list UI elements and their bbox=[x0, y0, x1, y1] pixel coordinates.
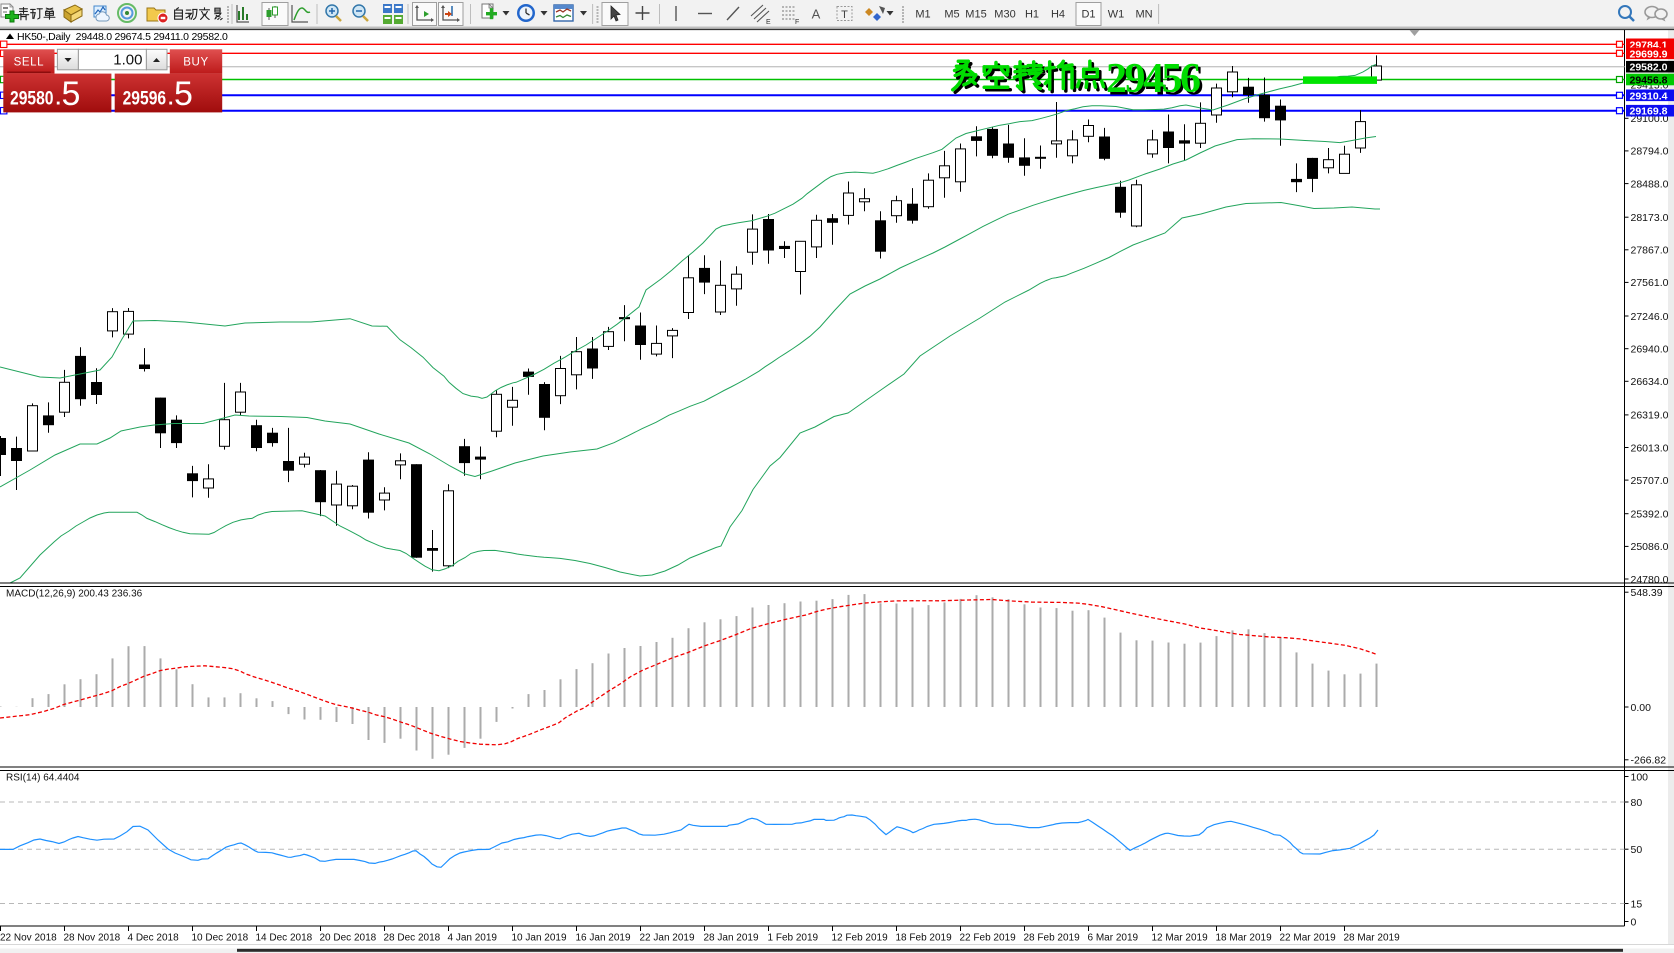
svg-text:W1: W1 bbox=[1108, 9, 1125, 21]
svg-text:0.00: 0.00 bbox=[1631, 702, 1652, 714]
svg-text:29580: 29580 bbox=[10, 88, 54, 110]
svg-text:29596: 29596 bbox=[123, 88, 167, 110]
svg-text:M5: M5 bbox=[944, 9, 959, 21]
svg-text:M1: M1 bbox=[915, 9, 930, 21]
svg-text:28 Jan 2019: 28 Jan 2019 bbox=[704, 933, 759, 944]
svg-text:26940.0: 26940.0 bbox=[1631, 344, 1669, 356]
svg-text:HK50-,Daily 29448.0 29674.5 2: HK50-,Daily 29448.0 29674.5 29411.0 2958… bbox=[17, 31, 228, 43]
svg-text:28794.0: 28794.0 bbox=[1631, 146, 1669, 158]
svg-text:29582.0: 29582.0 bbox=[1630, 62, 1668, 74]
svg-text:29169.8: 29169.8 bbox=[1630, 106, 1668, 118]
svg-text:18 Feb 2019: 18 Feb 2019 bbox=[896, 933, 953, 944]
svg-text:M30: M30 bbox=[994, 9, 1015, 21]
svg-text:6 Mar 2019: 6 Mar 2019 bbox=[1088, 933, 1139, 944]
svg-text:0: 0 bbox=[1631, 916, 1637, 928]
svg-text:4 Dec 2018: 4 Dec 2018 bbox=[128, 933, 180, 944]
svg-text:F: F bbox=[795, 19, 799, 26]
svg-text:548.39: 548.39 bbox=[1631, 587, 1663, 599]
svg-text:22 Nov 2018: 22 Nov 2018 bbox=[0, 933, 57, 944]
svg-text:12 Feb 2019: 12 Feb 2019 bbox=[832, 933, 889, 944]
svg-text:12 Mar 2019: 12 Mar 2019 bbox=[1152, 933, 1209, 944]
svg-text:5: 5 bbox=[62, 75, 81, 113]
svg-text:H4: H4 bbox=[1051, 9, 1065, 21]
svg-text:H1: H1 bbox=[1025, 9, 1039, 21]
svg-text:5: 5 bbox=[174, 75, 193, 113]
svg-text:22 Feb 2019: 22 Feb 2019 bbox=[960, 933, 1017, 944]
svg-text:4 Jan 2019: 4 Jan 2019 bbox=[448, 933, 498, 944]
svg-text:T: T bbox=[841, 9, 848, 21]
svg-text:M15: M15 bbox=[965, 9, 986, 21]
svg-text:24780.0: 24780.0 bbox=[1631, 574, 1669, 586]
svg-text:10 Jan 2019: 10 Jan 2019 bbox=[512, 933, 567, 944]
svg-text:.: . bbox=[56, 88, 61, 110]
svg-text:1 Feb 2019: 1 Feb 2019 bbox=[768, 933, 819, 944]
svg-text:-266.82: -266.82 bbox=[1631, 755, 1667, 767]
svg-text:29699.9: 29699.9 bbox=[1630, 48, 1668, 60]
svg-text:28 Dec 2018: 28 Dec 2018 bbox=[384, 933, 441, 944]
svg-text:29456: 29456 bbox=[1106, 56, 1200, 102]
svg-text:RSI(14) 64.4404: RSI(14) 64.4404 bbox=[6, 773, 80, 784]
svg-text:28 Nov 2018: 28 Nov 2018 bbox=[64, 933, 121, 944]
svg-text:15: 15 bbox=[1631, 898, 1643, 910]
svg-text:28488.0: 28488.0 bbox=[1631, 178, 1669, 190]
svg-text:26013.0: 26013.0 bbox=[1631, 442, 1669, 454]
svg-text:29456: 29456 bbox=[1109, 59, 1203, 105]
svg-text:25707.0: 25707.0 bbox=[1631, 475, 1669, 487]
svg-text:16 Jan 2019: 16 Jan 2019 bbox=[576, 933, 631, 944]
svg-text:E: E bbox=[766, 19, 771, 26]
svg-text:BUY: BUY bbox=[183, 57, 208, 69]
svg-text:26634.0: 26634.0 bbox=[1631, 376, 1669, 388]
svg-text:MACD(12,26,9) 200.43 236.36: MACD(12,26,9) 200.43 236.36 bbox=[6, 589, 143, 600]
svg-text:25086.0: 25086.0 bbox=[1631, 541, 1669, 553]
svg-text:27246.0: 27246.0 bbox=[1631, 311, 1669, 323]
svg-text:26319.0: 26319.0 bbox=[1631, 410, 1669, 422]
svg-text:27867.0: 27867.0 bbox=[1631, 245, 1669, 257]
svg-text:22 Mar 2019: 22 Mar 2019 bbox=[1280, 933, 1337, 944]
svg-text:MN: MN bbox=[1135, 9, 1152, 21]
svg-text:D1: D1 bbox=[1081, 9, 1095, 21]
svg-text:20 Dec 2018: 20 Dec 2018 bbox=[320, 933, 377, 944]
svg-text:28 Mar 2019: 28 Mar 2019 bbox=[1344, 933, 1401, 944]
svg-text:14 Dec 2018: 14 Dec 2018 bbox=[256, 933, 313, 944]
svg-text:A: A bbox=[812, 7, 821, 22]
svg-text:22 Jan 2019: 22 Jan 2019 bbox=[640, 933, 695, 944]
svg-text:10 Dec 2018: 10 Dec 2018 bbox=[192, 933, 249, 944]
svg-text:50: 50 bbox=[1631, 844, 1643, 856]
svg-text:27561.0: 27561.0 bbox=[1631, 277, 1669, 289]
svg-text:28 Feb 2019: 28 Feb 2019 bbox=[1024, 933, 1081, 944]
svg-text:29310.4: 29310.4 bbox=[1630, 90, 1668, 102]
svg-text:SELL: SELL bbox=[14, 57, 45, 69]
svg-text:29456.8: 29456.8 bbox=[1630, 75, 1668, 87]
svg-text:28173.0: 28173.0 bbox=[1631, 212, 1669, 224]
svg-text:25392.0: 25392.0 bbox=[1631, 509, 1669, 521]
svg-text:80: 80 bbox=[1631, 797, 1643, 809]
svg-text:.: . bbox=[168, 88, 173, 110]
svg-text:1.00: 1.00 bbox=[113, 52, 142, 69]
svg-text:100: 100 bbox=[1631, 771, 1649, 783]
svg-text:18 Mar 2019: 18 Mar 2019 bbox=[1216, 933, 1273, 944]
